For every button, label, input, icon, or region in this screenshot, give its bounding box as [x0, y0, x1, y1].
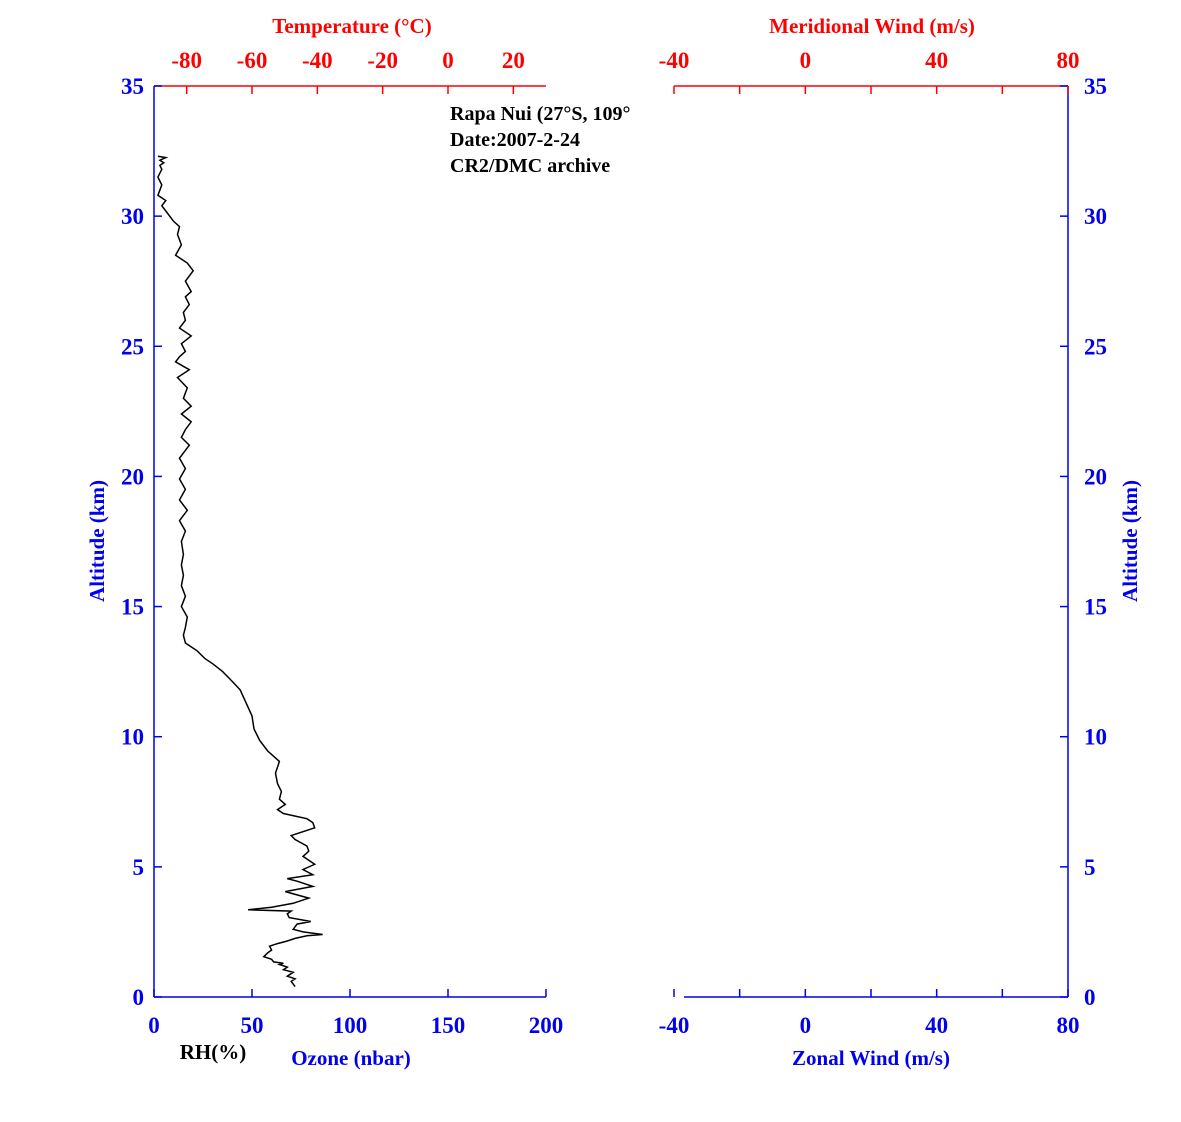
left-bottom-ticks: 0 50 100 150 200 [148, 989, 563, 1038]
y-tick-label: 30 [1084, 204, 1107, 229]
top-tick-label: 0 [800, 48, 812, 73]
annotation-date: Date:2007-2-24 [450, 129, 580, 151]
series-line [156, 155, 323, 988]
right-bottom-ticks: -40 0 40 80 [659, 989, 1080, 1038]
right-panel: 0 5 10 15 20 25 30 35 -40 0 40 80 -40 0 40 80 Meridio… [659, 14, 1142, 1070]
y-tick-label: 25 [121, 334, 144, 359]
meridional-wind-axis-title: Meridional Wind (m/s) [769, 14, 975, 38]
y-tick-label: 35 [1084, 74, 1107, 99]
top-tick-label: -60 [237, 48, 268, 73]
y-tick-label: 5 [133, 855, 145, 880]
left-y-ticks: 0 5 10 15 20 25 30 35 [121, 74, 162, 1010]
x-tick-label: 40 [925, 1013, 948, 1038]
ozone-axis-title: Ozone (nbar) [291, 1046, 411, 1070]
y-tick-label: 0 [1084, 985, 1096, 1010]
top-tick-label: -40 [302, 48, 333, 73]
x-tick-label: 150 [431, 1013, 466, 1038]
top-tick-label: 20 [502, 48, 525, 73]
top-tick-label: -40 [659, 48, 690, 73]
left-top-ticks: -80 -60 -40 -20 0 20 [171, 48, 525, 94]
annotation-station: Rapa Nui (27°S, 109° [450, 103, 630, 125]
y-tick-label: 5 [1084, 855, 1096, 880]
rh-axis-title: RH(%) [180, 1040, 247, 1064]
y-tick-label: 0 [133, 985, 145, 1010]
y-tick-label: 30 [121, 204, 144, 229]
x-tick-label: 200 [529, 1013, 564, 1038]
x-tick-label: 0 [148, 1013, 160, 1038]
top-tick-label: -80 [171, 48, 202, 73]
x-tick-label: -40 [659, 1013, 690, 1038]
top-tick-label: 80 [1057, 48, 1080, 73]
y-tick-label: 10 [121, 725, 144, 750]
y-tick-label: 25 [1084, 334, 1107, 359]
annotation-source: CR2/DMC archive [450, 155, 610, 177]
zonal-wind-axis-title: Zonal Wind (m/s) [792, 1046, 950, 1070]
y-tick-label: 10 [1084, 725, 1107, 750]
y-tick-label: 35 [121, 74, 144, 99]
x-tick-label: 80 [1057, 1013, 1080, 1038]
x-tick-label: 0 [800, 1013, 812, 1038]
temperature-axis-title: Temperature (°C) [272, 14, 431, 38]
right-altitude-label: Altitude (km) [1118, 480, 1142, 602]
y-tick-label: 20 [1084, 464, 1107, 489]
y-tick-label: 15 [121, 595, 144, 620]
right-top-ticks: -40 0 40 80 [659, 48, 1080, 94]
y-tick-label: 15 [1084, 595, 1107, 620]
x-tick-label: 100 [333, 1013, 368, 1038]
top-tick-label: 40 [925, 48, 948, 73]
top-tick-label: 0 [442, 48, 454, 73]
x-tick-label: 50 [241, 1013, 264, 1038]
y-tick-label: 20 [121, 464, 144, 489]
right-y-ticks: 0 5 10 15 20 25 30 35 [1060, 74, 1107, 1010]
left-altitude-label: Altitude (km) [85, 480, 109, 602]
top-tick-label: -20 [367, 48, 398, 73]
